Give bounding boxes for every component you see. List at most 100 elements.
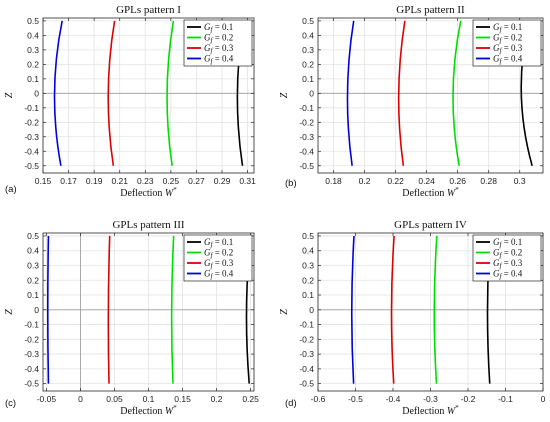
x-tick-label: 0.25 [242,394,259,404]
y-tick-label: 0 [34,305,39,315]
x-tick-label: 0.3 [514,176,526,186]
series-line-4 [53,20,63,166]
y-tick-label: 0.5 [302,16,314,26]
panel-label: (d) [285,398,297,409]
legend-label-4: Gf = 0.4 [493,54,523,66]
axes-box [42,17,255,174]
axes-box [317,17,544,174]
series-line-3 [107,235,111,384]
legend: Gf = 0.1Gf = 0.2Gf = 0.3Gf = 0.4 [183,19,253,67]
panel-2: 0.18 0.2 0.22 0.24 0.26 0.28 0.3 -0.5 -0.4 -0.3 -0… [279,4,544,199]
x-axis-label: Deflection W* [402,186,459,199]
y-tick-label: -0.4 [24,146,39,156]
legend-label-3: Gf = 0.3 [204,258,234,270]
x-tick-label: 0.2 [211,394,223,404]
legend-label-3: Gf = 0.3 [493,43,523,55]
y-tick-label: -0.5 [24,379,39,389]
y-tick-label: -0.4 [24,364,39,374]
y-tick-label: -0.1 [299,320,314,330]
x-axis-label: Deflection W* [402,404,459,417]
legend-label-2: Gf = 0.2 [493,33,522,45]
x-tick-label: 0.26 [449,176,466,186]
panel-label: (b) [285,178,297,189]
legend: Gf = 0.1Gf = 0.2Gf = 0.3Gf = 0.4 [472,19,542,67]
x-tick-label: -0.4 [386,394,401,404]
legend: Gf = 0.1Gf = 0.2Gf = 0.3Gf = 0.4 [183,234,253,282]
series-line-2 [166,20,175,166]
y-tick-label: 0.2 [27,59,39,69]
x-tick-label: 0.2 [359,176,371,186]
x-tick-label: 0.15 [35,176,52,186]
legend-label-1: Gf = 0.1 [204,22,233,34]
panel-label: (c) [5,398,16,409]
x-tick-label: -0.2 [461,394,476,404]
legend-label-4: Gf = 0.4 [204,269,234,281]
y-tick-label: -0.3 [24,132,39,142]
series-line-3 [397,20,406,166]
x-tick-label: 0.17 [60,176,77,186]
y-tick-label: 0.5 [27,231,39,241]
legend-label-2: Gf = 0.2 [204,248,233,260]
x-tick-label: -0.05 [37,394,57,404]
series-line-3 [390,235,395,384]
panel-3: -0.05 0 0.05 0.1 0.15 0.2 0.25 -0.5 -0.4 -0.3 -0.2… [4,219,259,417]
x-tick-label: 0.24 [418,176,435,186]
y-tick-label: -0.5 [24,161,39,171]
series-line-2 [452,20,462,166]
x-tick-label: -0.1 [498,394,513,404]
x-tick-label: 0.27 [188,176,205,186]
y-tick-label: 0.3 [302,45,314,55]
y-tick-label: 0.2 [302,59,314,69]
y-tick-label: 0.1 [27,74,39,84]
x-tick-label: 0.28 [480,176,497,186]
series-line-2 [170,235,175,384]
y-tick-label: 0.1 [27,290,39,300]
y-tick-label: -0.5 [299,161,314,171]
panel-4: -0.6 -0.5 -0.4 -0.3 -0.2 -0.1 0 -0.5 -0.4 -0.3 -0.… [279,219,546,417]
y-tick-label: 0.3 [27,260,39,270]
y-tick-label: -0.2 [24,334,39,344]
legend-label-4: Gf = 0.4 [204,54,234,66]
series-line-4 [346,20,355,166]
y-tick-label: 0.3 [302,260,314,270]
y-tick-label: 0.4 [302,246,314,256]
y-tick-label: 0 [309,305,314,315]
x-tick-label: 0.05 [106,394,123,404]
legend-label-4: Gf = 0.4 [493,269,523,281]
legend-label-1: Gf = 0.1 [204,237,233,249]
y-tick-label: 0.4 [302,30,314,40]
y-tick-label: -0.1 [299,103,314,113]
chart-title: GPLs pattern II [396,4,465,16]
x-axis-label: Deflection W* [120,186,177,199]
x-tick-label: -0.6 [311,394,326,404]
legend-label-2: Gf = 0.2 [493,248,522,260]
y-tick-label: -0.4 [299,364,314,374]
legend-label-3: Gf = 0.3 [204,43,234,55]
y-tick-label: 0.1 [302,290,314,300]
y-tick-label: -0.5 [299,379,314,389]
y-tick-label: -0.2 [299,334,314,344]
x-tick-label: 0 [541,394,546,404]
x-tick-label: 0.19 [86,176,103,186]
panel-label: (a) [5,184,17,195]
legend-label-2: Gf = 0.2 [204,33,233,45]
y-tick-label: 0.2 [27,275,39,285]
chart-title: GPLs pattern III [112,219,184,231]
legend-label-1: Gf = 0.1 [493,237,522,249]
legend-label-3: Gf = 0.3 [493,258,523,270]
y-tick-label: -0.1 [24,320,39,330]
x-tick-label: 0 [78,394,83,404]
chart-title: GPLs pattern I [116,4,181,16]
panel-1: 0.15 0.17 0.19 0.21 0.23 0.25 0.27 0.29 0.31 -0.5… [4,4,256,199]
series-line-3 [107,20,116,166]
y-tick-label: 0.2 [302,275,314,285]
y-tick-label: 0.1 [302,74,314,84]
x-tick-label: 0.21 [111,176,128,186]
y-tick-label: 0.3 [27,45,39,55]
y-tick-label: -0.4 [299,146,314,156]
x-tick-label: 0.18 [325,176,342,186]
y-tick-label: 0 [309,88,314,98]
series-line-2 [433,235,438,384]
y-axis-label: Z [279,309,290,315]
